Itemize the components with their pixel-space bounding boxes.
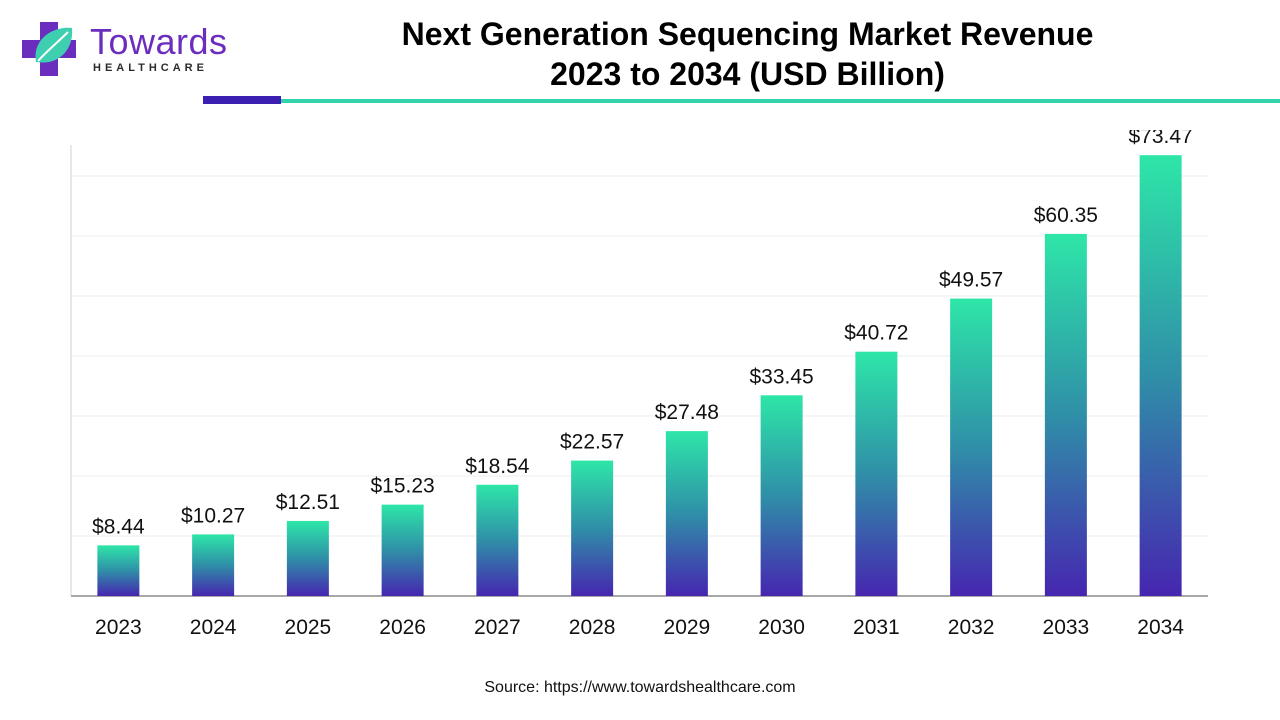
brand-logo: Towards HEALTHCARE	[18, 18, 238, 82]
chart-title-line-1: Next Generation Sequencing Market Revenu…	[401, 16, 1094, 52]
bar-2028	[571, 460, 614, 596]
value-label-2032: $49.57	[939, 269, 1003, 292]
bar-2023	[97, 545, 140, 596]
chart-title: Next Generation Sequencing Market Revenu…	[300, 14, 1195, 94]
bar-2027	[476, 484, 519, 596]
value-label-2028: $22.57	[560, 431, 624, 454]
x-tick-2025: 2025	[285, 616, 332, 639]
x-tick-2032: 2032	[948, 616, 995, 639]
bars	[97, 155, 1182, 596]
value-label-2034: $73.47	[1129, 130, 1193, 148]
x-tick-2024: 2024	[190, 616, 237, 639]
x-tick-2034: 2034	[1137, 616, 1184, 639]
value-label-2033: $60.35	[1034, 204, 1098, 227]
x-tick-2026: 2026	[379, 616, 426, 639]
value-label-2031: $40.72	[844, 322, 908, 345]
x-tick-2029: 2029	[664, 616, 711, 639]
x-tick-2033: 2033	[1043, 616, 1090, 639]
bar-2029	[665, 431, 708, 596]
grid-lines	[71, 175, 1208, 537]
value-label-2026: $15.23	[371, 475, 435, 498]
value-label-2030: $33.45	[750, 365, 814, 388]
bar-2034	[1139, 155, 1182, 596]
cross-leaf-icon	[22, 22, 76, 76]
brand-tagline: HEALTHCARE	[93, 62, 208, 74]
brand-name: Towards	[90, 21, 228, 62]
x-tick-2030: 2030	[758, 616, 805, 639]
value-label-2024: $10.27	[181, 504, 245, 527]
bar-2030	[760, 395, 803, 596]
bar-2024	[192, 534, 235, 596]
x-tick-2028: 2028	[569, 616, 616, 639]
bar-2025	[286, 520, 329, 596]
bar-chart: $8.44 $10.27 $12.51 $15.23 $18.54 $22.57 $27.4…	[70, 130, 1208, 639]
bar-2026	[381, 504, 424, 596]
value-label-2029: $27.48	[655, 401, 719, 424]
value-labels: $8.44 $10.27 $12.51 $15.23 $18.54 $22.57 $27.4…	[92, 130, 1193, 538]
bar-2033	[1044, 233, 1087, 596]
x-tick-2031: 2031	[853, 616, 900, 639]
bar-2032	[950, 298, 993, 596]
x-tick-labels: 2023 2024 2025 2026 2027 2028 2029 2030 2031 2032…	[95, 616, 1184, 639]
header-rule-accent	[281, 99, 1280, 103]
value-label-2025: $12.51	[276, 491, 340, 514]
x-tick-2023: 2023	[95, 616, 142, 639]
source-note: Source: https://www.towardshealthcare.co…	[484, 679, 796, 696]
value-label-2027: $18.54	[465, 455, 530, 478]
x-tick-2027: 2027	[474, 616, 521, 639]
header-rule-dark	[203, 96, 281, 104]
value-label-2023: $8.44	[92, 515, 145, 538]
bar-2031	[855, 351, 898, 596]
chart-title-line-2: 2023 to 2034 (USD Billion)	[550, 56, 945, 92]
